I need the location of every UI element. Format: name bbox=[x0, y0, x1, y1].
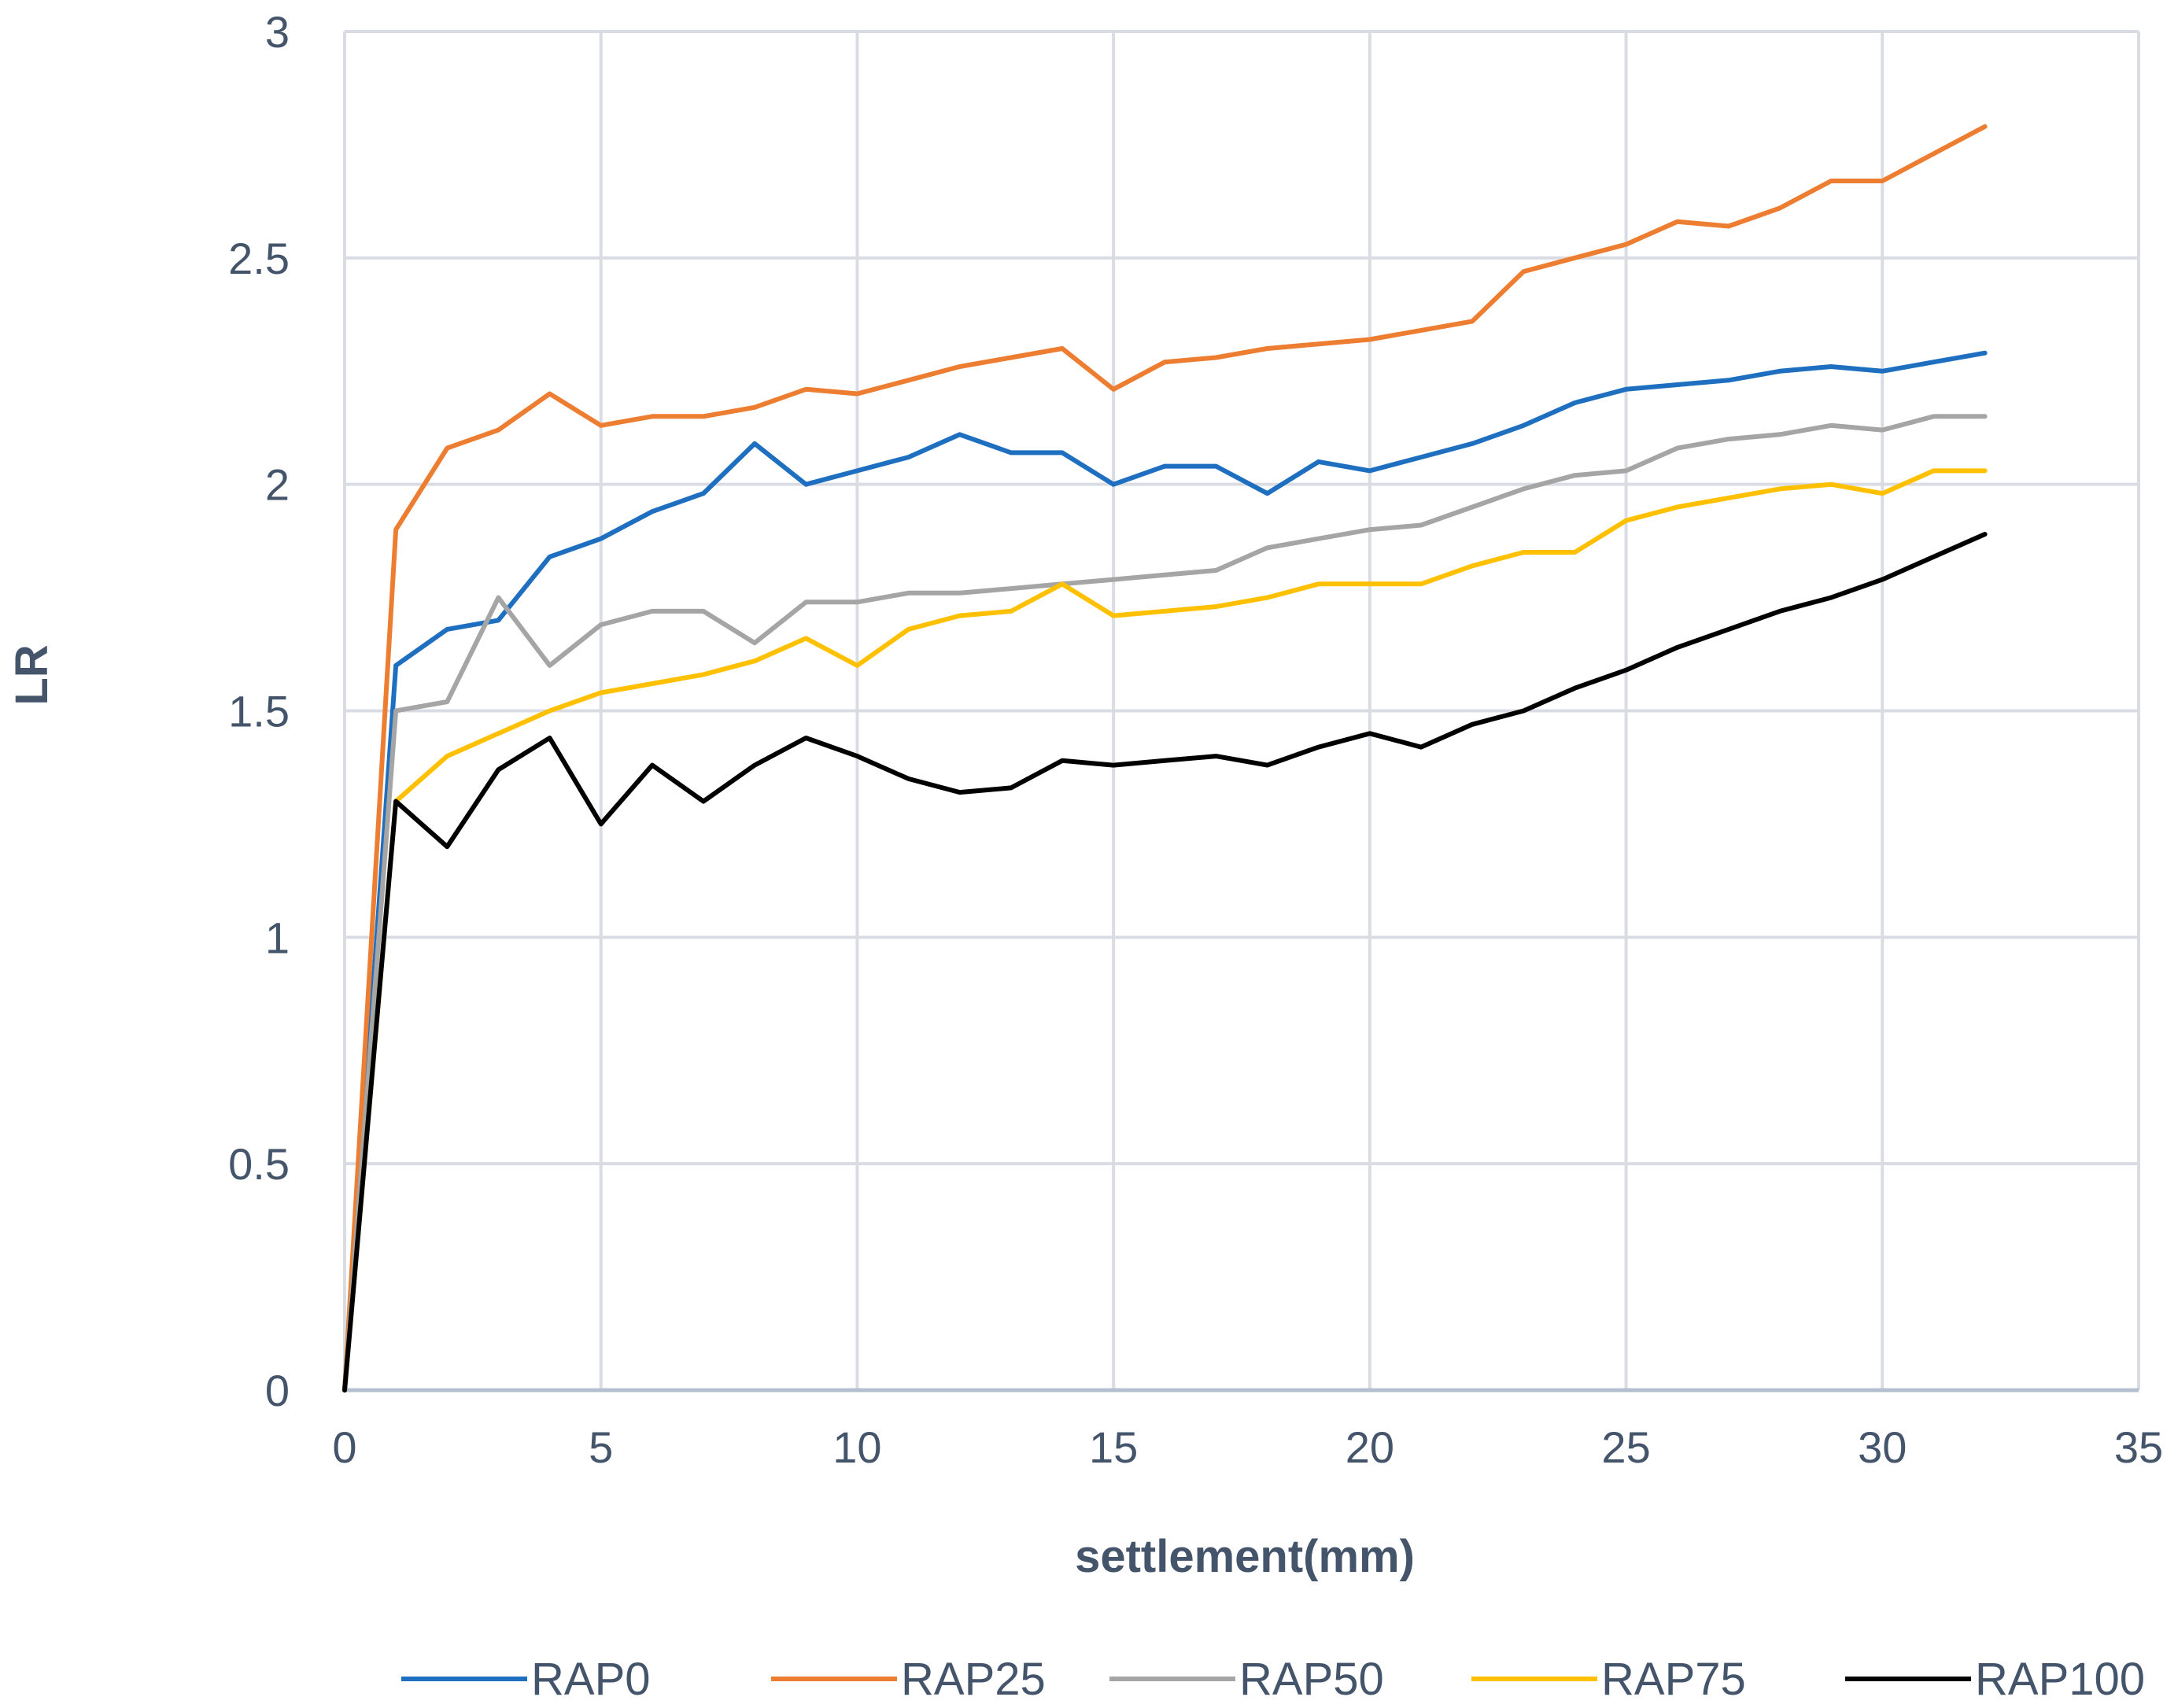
grid bbox=[345, 30, 2140, 1390]
series-layer bbox=[342, 124, 1988, 1393]
series-line-rap75 bbox=[342, 468, 1988, 1393]
legend-label-rap25: RAP25 bbox=[901, 1654, 1046, 1705]
x-tick-label: 0 bbox=[332, 1422, 356, 1472]
legend-label-rap75: RAP75 bbox=[1601, 1654, 1746, 1705]
series-line-rap25 bbox=[342, 124, 1988, 1393]
y-tick-label: 0.5 bbox=[228, 1139, 290, 1189]
x-tick-label: 15 bbox=[1089, 1422, 1138, 1472]
axes bbox=[343, 31, 2139, 1393]
y-axis-title: LR bbox=[6, 644, 57, 705]
series-line-rap0 bbox=[342, 350, 1988, 1393]
legend: RAP0 RAP25 RAP50 RAP75 RAP100 bbox=[401, 1654, 2145, 1705]
y-tick-label: 1 bbox=[265, 913, 290, 962]
legend-label-rap0: RAP0 bbox=[531, 1654, 651, 1705]
series-line-rap50 bbox=[342, 414, 1988, 1393]
x-tick-label: 20 bbox=[1346, 1422, 1394, 1472]
y-tick-label: 3 bbox=[265, 7, 290, 57]
x-tick-label: 10 bbox=[832, 1422, 881, 1472]
x-tick-label: 35 bbox=[2114, 1422, 2163, 1472]
y-tick-label: 2.5 bbox=[228, 234, 290, 283]
legend-label-rap50: RAP50 bbox=[1239, 1654, 1384, 1705]
x-tick-label: 30 bbox=[1858, 1422, 1907, 1472]
x-tick-label: 5 bbox=[589, 1422, 613, 1472]
y-tick-label: 2 bbox=[265, 460, 290, 510]
x-axis-title: settlement(mm) bbox=[1075, 1531, 1415, 1582]
x-tick-label: 25 bbox=[1601, 1422, 1650, 1472]
y-tick-label: 1.5 bbox=[228, 687, 290, 736]
legend-label-rap100: RAP100 bbox=[1975, 1654, 2145, 1705]
y-tick-label: 0 bbox=[265, 1366, 290, 1415]
series-line-rap100 bbox=[342, 532, 1988, 1393]
tick-labels: 00.511.522.530 5 10 15 20 25 30 35 bbox=[228, 7, 2163, 1472]
